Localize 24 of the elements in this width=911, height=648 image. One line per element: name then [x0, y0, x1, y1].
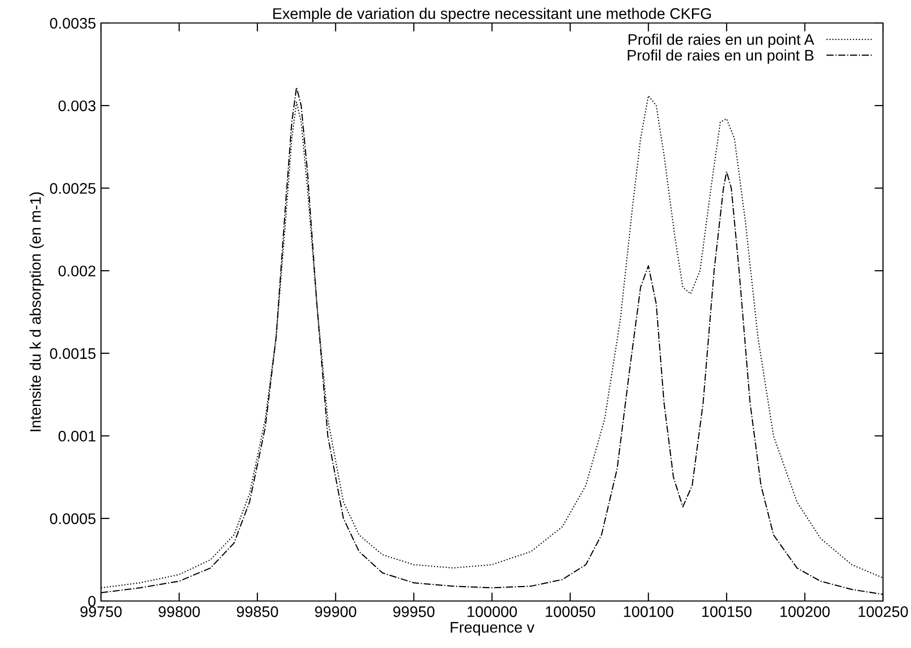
y-tick-label: 0.0025: [50, 183, 96, 194]
y-tick-label: 0.002: [58, 266, 96, 276]
x-tick-label: 99950: [393, 606, 434, 618]
y-tick-label: 0.0035: [50, 18, 96, 29]
x-tick-label: 100000: [468, 606, 517, 618]
y-tick-label: 0: [88, 596, 96, 607]
y-tick-label: 0.001: [58, 430, 96, 442]
legend-label: Profil de raies en un point B: [628, 49, 814, 64]
y-tick-label: 0.0005: [50, 513, 96, 524]
x-axis-title: Frequence v: [450, 622, 534, 636]
x-tick-label: 99900: [315, 606, 356, 618]
x-tick-label: 99750: [80, 606, 122, 618]
legend-label: Profil de raies en un point A: [628, 34, 814, 48]
x-tick-label: 99800: [158, 606, 200, 618]
chart-title: Exemple de variation du spectre necessitant une methode CKFG: [273, 8, 711, 22]
x-tick-label: 100100: [624, 606, 674, 618]
y-tick-label: 0.0015: [50, 348, 96, 359]
x-tick-label: 100050: [546, 606, 596, 618]
y-axis-title: Intensite du k d absorption (en m-1): [30, 192, 44, 432]
x-tick-label: 100150: [702, 606, 752, 618]
x-tick-label: 99850: [236, 606, 278, 618]
x-tick-label: 100250: [858, 606, 908, 618]
y-tick-label: 0.003: [58, 100, 96, 112]
x-tick-label: 100200: [780, 606, 830, 618]
